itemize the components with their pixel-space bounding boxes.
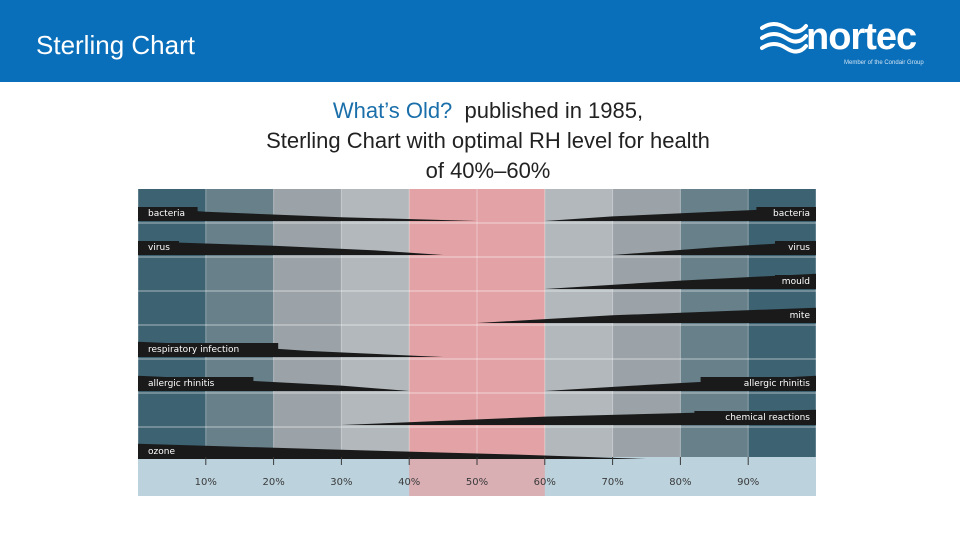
logo-wordmark: nortec — [806, 16, 917, 58]
wedge-virus-high — [612, 241, 816, 255]
series-label-allergic-rhinitis-right: allergic rhinitis — [744, 379, 811, 389]
slide-title: Sterling Chart — [36, 30, 195, 60]
x-tick-label: 60% — [534, 477, 556, 488]
wedge-ozone-low — [138, 443, 647, 459]
zone-band-4 — [409, 189, 478, 457]
series-label-respiratory-infection-left: respiratory infection — [148, 345, 239, 355]
series-label-allergic-rhinitis-left: allergic rhinitis — [148, 379, 215, 389]
x-tick-label: 10% — [195, 477, 217, 488]
slide-heading: What’s Old? published in 1985, Sterling … — [190, 96, 786, 186]
zone-band-0 — [138, 189, 207, 457]
series-label-bg-ozone-left — [138, 445, 179, 457]
series-label-virus-left: virus — [148, 243, 170, 253]
x-tick-label: 80% — [669, 477, 691, 488]
x-tick-label: 70% — [601, 477, 623, 488]
series-label-bg-allergic-rhinitis-left — [138, 377, 254, 389]
wedge-bacteria-high — [544, 207, 816, 221]
series-label-bg-mould-right — [775, 275, 816, 287]
zone-band-3 — [341, 189, 410, 457]
zone-band-2 — [273, 189, 342, 457]
heading-line-1: What’s Old? published in 1985, — [190, 96, 786, 126]
series-label-mould-right: mould — [782, 277, 810, 287]
sterling-chart: bacteria bacteria virus virus mould mite respi… — [138, 189, 816, 496]
x-tick-label: 20% — [262, 477, 284, 488]
series-label-chemical-reactions-right: chemical reactions — [725, 413, 810, 423]
wedge-virus-low — [138, 241, 444, 255]
series-label-mite-right: mite — [790, 311, 811, 321]
series-label-bg-respiratory-infection-left — [138, 343, 279, 355]
series-label-bg-chemical-reactions-right — [694, 411, 816, 423]
series-label-bacteria-right: bacteria — [773, 209, 810, 219]
series-label-bg-mite-right — [781, 309, 816, 321]
series-label-bg-virus-right — [775, 241, 816, 253]
series-label-bg-bacteria-left — [138, 207, 198, 219]
wedge-mite-high — [477, 307, 816, 323]
x-tick-label: 30% — [330, 477, 352, 488]
logo-tagline: Member of the Condair Group — [844, 60, 924, 66]
series-label-bg-allergic-rhinitis-right — [700, 377, 816, 389]
x-tick-label: 90% — [737, 477, 759, 488]
header-bar: Sterling Chart nortec Member of the Cond… — [0, 0, 960, 82]
x-tick-label: 40% — [398, 477, 420, 488]
zone-band-1 — [205, 189, 275, 457]
wedge-bacteria-low — [138, 207, 477, 221]
series-label-ozone-left: ozone — [148, 447, 175, 457]
heading-line-2: Sterling Chart with optimal RH level for… — [266, 128, 710, 153]
series-label-bg-bacteria-right — [756, 207, 816, 219]
heading-highlight: What’s Old? — [332, 98, 453, 123]
wave-logo-icon — [760, 22, 808, 54]
heading-line1-rest: published in 1985, — [452, 98, 644, 123]
nortec-logo: nortec Member of the Condair Group — [760, 14, 940, 74]
wedge-mould-high — [544, 273, 816, 289]
heading-line-3: of 40%–60% — [425, 158, 551, 183]
x-tick-label: 50% — [466, 477, 488, 488]
series-label-virus-right: virus — [788, 243, 810, 253]
series-label-bacteria-left: bacteria — [148, 209, 185, 219]
series-label-bg-virus-left — [138, 241, 179, 253]
